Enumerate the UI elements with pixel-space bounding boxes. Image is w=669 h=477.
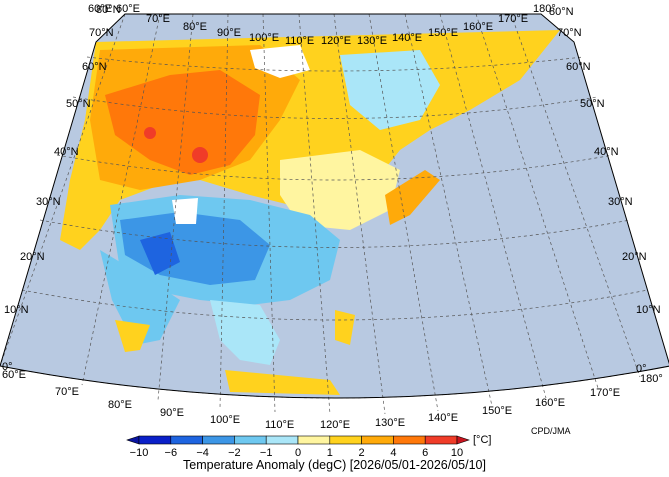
- japan-warm: [385, 170, 440, 225]
- colorbar-segment: [138, 435, 172, 445]
- colorbar-segment: [265, 435, 299, 445]
- lon-label: 110°E: [265, 419, 294, 431]
- lon-label: 180°: [533, 3, 556, 15]
- lon-label: 140°E: [428, 412, 458, 424]
- colorbar: −10 −6 −4 −2 −1 0 1 2 4 6 10[°C]: [126, 434, 491, 459]
- warm-core-1: [192, 147, 208, 163]
- lon-label: 90°E: [217, 27, 241, 39]
- lon-label: 60°E: [2, 369, 26, 381]
- lon-label: 180°: [640, 373, 663, 385]
- lon-label: 100°E: [210, 414, 240, 426]
- lon-label: 140°E: [392, 32, 422, 44]
- lat-label: 10°N: [4, 304, 29, 316]
- colorbar-tick-label: 6: [422, 447, 428, 459]
- lat-label: 0°: [2, 361, 13, 373]
- colorbar-segment: [393, 435, 426, 445]
- lon-label: 150°E: [482, 405, 512, 417]
- lat-label: 80°N: [549, 6, 574, 18]
- colorbar-segment: [170, 435, 203, 445]
- lat-label: 60°N: [82, 61, 107, 73]
- latitude-labels-left: 0° 10°N 20°N 30°N 40°N 50°N 60°N 70°N 80…: [2, 4, 121, 373]
- colorbar-segment: [297, 435, 331, 445]
- colorbar-tick-label: −1: [260, 447, 273, 459]
- cool-region-east-siberia: [340, 50, 440, 130]
- colorbar-tick-label: −4: [196, 447, 209, 459]
- lat-label: 30°N: [36, 196, 61, 208]
- lat-label: 40°N: [594, 146, 619, 158]
- lat-label: 20°N: [20, 251, 45, 263]
- colorbar-tick-label: 4: [390, 447, 396, 459]
- lon-label: 130°E: [375, 417, 405, 429]
- very-cold-core: [140, 232, 180, 275]
- lat-label: 0°: [636, 363, 647, 375]
- lon-label: 60°E: [88, 3, 112, 15]
- lon-label: 70°E: [55, 386, 79, 398]
- lat-label: 70°N: [557, 27, 582, 39]
- strong-warm-region: [105, 70, 260, 175]
- philippines-warm: [335, 310, 355, 345]
- maritime-warm: [225, 370, 340, 395]
- lon-label: 90°E: [160, 407, 184, 419]
- snow-no-data-tibet: [172, 198, 198, 224]
- colorbar-unit-label: [°C]: [473, 434, 491, 446]
- colorbar-tick-label: 10: [451, 447, 463, 459]
- lon-label: 110°E: [285, 35, 314, 47]
- colorbar-tick-label: 2: [359, 447, 365, 459]
- colorbar-segment: [234, 435, 267, 445]
- colorbar-tick-label: 1: [327, 447, 333, 459]
- lon-label: 160°E: [463, 21, 493, 33]
- lat-label: 50°N: [580, 98, 605, 110]
- near-normal-east-asia: [280, 150, 400, 230]
- lon-label: 100°E: [249, 32, 279, 44]
- lon-label: 70°E: [146, 13, 170, 25]
- lon-label: 80°E: [108, 399, 132, 411]
- colorbar-over-arrow: [456, 435, 470, 445]
- lon-label: 60°E: [116, 3, 140, 15]
- lon-label: 120°E: [321, 35, 351, 47]
- colorbar-segment: [329, 435, 362, 445]
- lon-label: 160°E: [535, 397, 565, 409]
- longitude-labels-bottom: 60°E 70°E 80°E 90°E 100°E 110°E 120°E 13…: [2, 369, 663, 431]
- india-south-warm: [115, 320, 150, 352]
- lat-label: 60°N: [566, 61, 591, 73]
- warm-core-2: [144, 127, 156, 139]
- lon-label: 120°E: [320, 419, 350, 431]
- lat-label: 50°N: [66, 98, 91, 110]
- colorbar-segment: [361, 435, 394, 445]
- lat-label: 10°N: [636, 304, 661, 316]
- india-cool: [100, 250, 180, 345]
- latitude-labels-right: 0° 10°N 20°N 30°N 40°N 50°N 60°N 70°N 80…: [549, 6, 661, 375]
- lat-label: 70°N: [89, 27, 114, 39]
- colorbar-segment: [202, 435, 235, 445]
- lon-label: 80°E: [183, 21, 207, 33]
- longitude-labels-top: 60°E 60°E 70°E 80°E 90°E 100°E 110°E 120…: [88, 3, 556, 47]
- colorbar-tick-label: 0: [295, 447, 301, 459]
- lon-label: 170°E: [590, 387, 620, 399]
- credit-label: CPD/JMA: [531, 426, 571, 436]
- map-border: [0, 13, 669, 399]
- lon-label: 170°E: [498, 13, 528, 25]
- colorbar-tick-label: −6: [165, 447, 178, 459]
- anomaly-field: [60, 30, 560, 395]
- lat-label: 80°N: [96, 4, 121, 16]
- lat-label: 30°N: [608, 196, 633, 208]
- lat-label: 40°N: [54, 146, 79, 158]
- colorbar-tick-label: −10: [130, 447, 149, 459]
- lat-label: 20°N: [622, 251, 647, 263]
- lon-label: 150°E: [428, 27, 458, 39]
- colorbar-tick-label: −2: [228, 447, 241, 459]
- indochina-mixed: [210, 300, 280, 365]
- colorbar-segment: [424, 435, 458, 445]
- colorbar-under-arrow: [126, 435, 140, 445]
- lon-label: 130°E: [357, 35, 387, 47]
- map-title: Temperature Anomaly (degC) [2026/05/01-2…: [183, 458, 486, 472]
